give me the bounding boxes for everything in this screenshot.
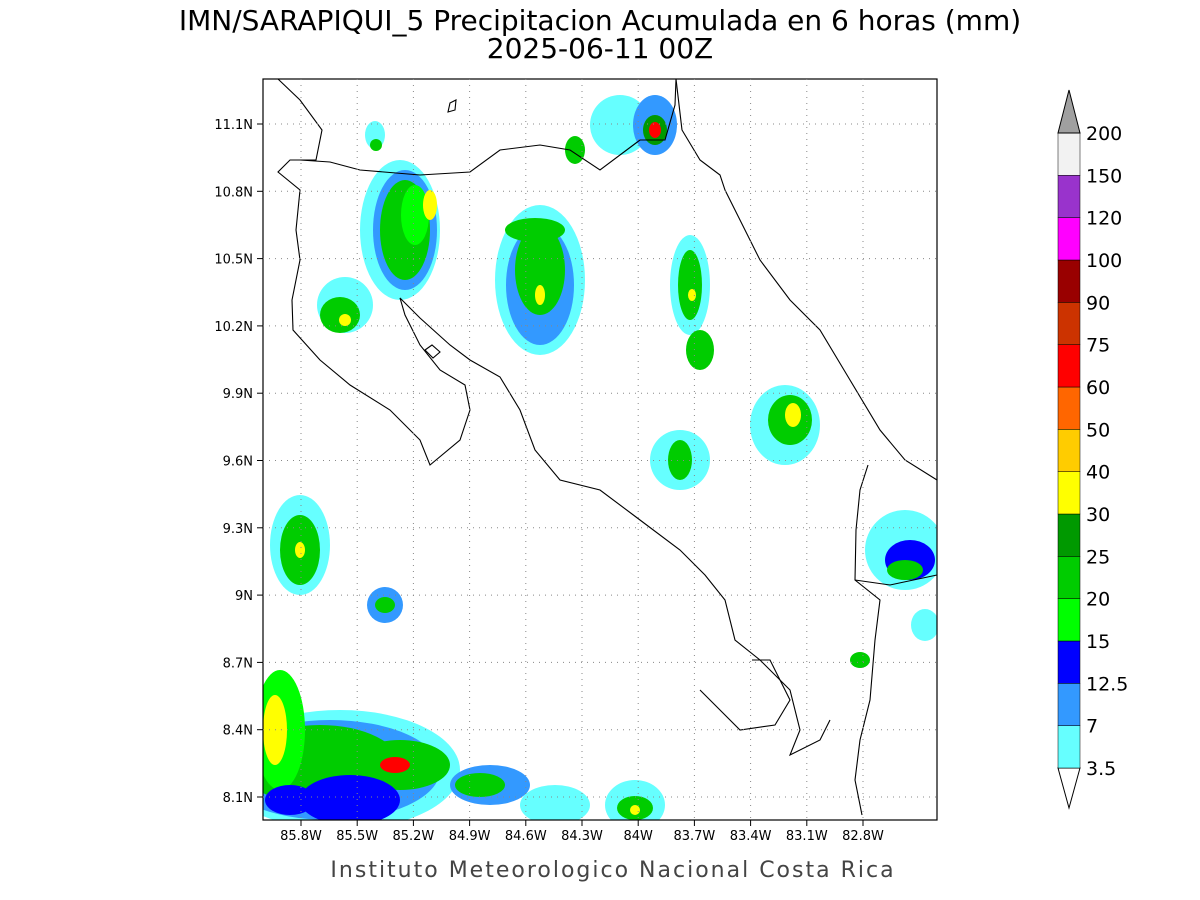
precip-area [678,250,702,320]
colorbar-label: 3.5 [1086,758,1116,780]
colorbar-label: 100 [1086,250,1122,272]
colorbar-high [1057,89,1081,134]
footer: Instituto Meteorologico Nacional Costa R… [330,858,895,883]
precip-area [300,775,400,820]
precip-area [668,440,692,480]
lon-tick-label: 84.9W [449,829,491,844]
lat-tick-label: 8.1N [223,791,253,806]
precip-area [515,225,565,315]
colorbar-box [1057,132,1081,176]
lon-tick-label: 82.8W [842,829,884,844]
precip-area [911,609,937,641]
subtitle: 2025-06-11 00Z [487,32,713,65]
precip-area [688,289,696,301]
lon-tick-label: 83.1W [786,829,828,844]
colorbar-label: 20 [1086,589,1110,611]
lon-tick-label: 83.7W [673,829,715,844]
lon-tick-label: 85.2W [392,829,434,844]
colorbar-label: 150 [1086,165,1122,187]
precip-area [380,757,410,773]
lat-tick-label: 8.7N [223,656,253,671]
colorbar-box [1057,513,1081,557]
precip-area [375,597,395,613]
colorbar-low [1057,767,1081,810]
colorbar-label: 40 [1086,462,1110,484]
colorbar-box [1057,598,1081,642]
precip-area [590,95,650,155]
lat-tick-label: 10.2N [214,320,253,335]
colorbar-box [1057,302,1081,345]
colorbar-label: 50 [1086,419,1110,441]
colorbar-label: 60 [1086,377,1110,399]
precip-area [887,560,923,580]
precip-area [295,542,305,558]
colorbar-box [1057,217,1081,261]
colorbar-box [1057,259,1081,303]
lon-tick-label: 84.3W [561,829,603,844]
precip-area [505,218,565,242]
lat-tick-label: 11.1N [214,118,253,133]
lat-tick-label: 9.3N [223,522,253,537]
precip-area [850,652,870,668]
coastlines [277,78,938,816]
colorbar: 3.5 7 12.5 15 20 25 30 40 50 60 75 90 100 120 150 200 [1057,89,1128,810]
precip-area [370,139,382,151]
colorbar-box [1057,429,1081,472]
lat-tick-label: 9.6N [223,455,253,470]
map-frame [262,78,938,821]
colorbar-label: 25 [1086,546,1110,568]
precip-area [339,314,351,326]
colorbar-label: 75 [1086,335,1110,357]
lon-tick-label: 84W [623,829,653,844]
precip-area [401,185,429,245]
colorbar-box [1057,640,1081,684]
precip-area [455,773,505,797]
precip-area [320,297,360,333]
colorbar-label: 200 [1086,123,1122,145]
colorbar-label: 30 [1086,504,1110,526]
colorbar-box [1057,344,1081,388]
map-axes: 85.8W 85.5W 85.2W 84.9W 84.6W 84.3W 84W 83.7W 83… [214,78,938,844]
precip-area [423,190,437,220]
colorbar-label: 15 [1086,631,1110,653]
colorbar-box [1057,471,1081,515]
lat-tick-label: 10.8N [214,185,253,200]
precip-area [520,785,590,820]
colorbar-label: 12.5 [1086,673,1128,695]
colorbar-box [1057,725,1081,769]
lon-tick-label: 84.6W [505,829,547,844]
colorbar-box [1057,175,1081,218]
lat-tick-label: 9.9N [223,387,253,402]
precip-area [649,122,661,138]
lat-tick-label: 9N [235,589,253,604]
colorbar-label: 90 [1086,292,1110,314]
lat-tick-label: 8.4N [223,724,253,739]
precip-area [686,330,714,370]
title: IMN/SARAPIQUI_5 Precipitacion Acumulada … [179,4,1021,37]
colorbar-label: 120 [1086,208,1122,230]
colorbar-label: 7 [1086,716,1098,738]
precip-area [630,805,640,815]
colorbar-box [1057,683,1081,726]
lon-tick-label: 85.8W [280,829,322,844]
precip-area [265,785,315,815]
precip-area [785,403,801,427]
lon-tick-label: 85.5W [336,829,378,844]
colorbar-box [1057,386,1081,430]
lon-tick-label: 83.4W [730,829,772,844]
lat-tick-label: 10.5N [214,253,253,268]
colorbar-box [1057,556,1081,599]
precip-area [535,285,545,305]
